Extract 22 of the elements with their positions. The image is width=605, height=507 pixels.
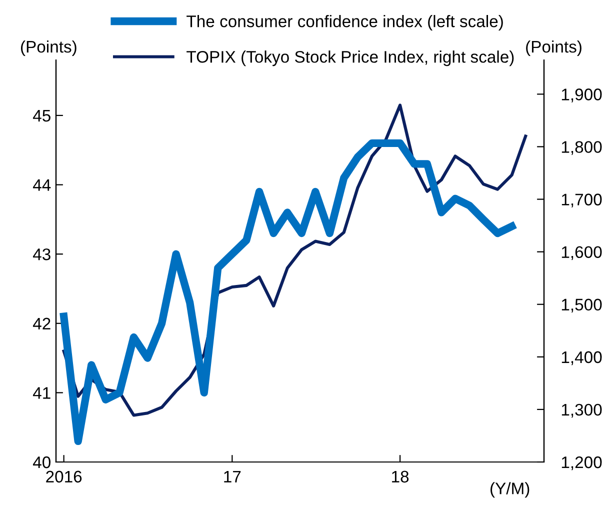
y2-tick-label: 1,300	[562, 404, 602, 418]
y-tick-label: 40	[32, 456, 50, 468]
y2-tick-label: 1,200	[562, 456, 602, 470]
y2-tick-label: 1,900	[562, 88, 602, 102]
y-tick-label: 41	[32, 387, 50, 399]
legend-label: The consumer confidence index (left scale)	[186, 15, 503, 31]
y-tick-label: 42	[32, 318, 50, 330]
y-tick-label: 44	[32, 179, 51, 191]
legend-label: TOPIX (Tokyo Stock Price Index, right scale)	[186, 50, 514, 66]
y2-tick-label: 1,500	[562, 298, 602, 313]
y-axis-title: (Points)	[21, 40, 76, 56]
y-tick-label: 45	[32, 110, 50, 122]
y2-tick-label: 1,600	[562, 246, 602, 260]
x-axis-title: (Y/M)	[490, 482, 530, 498]
x-tick-label: 17	[224, 470, 241, 482]
y2-tick-label: 1,800	[562, 141, 602, 155]
y2-axis-title: (Points)	[526, 40, 582, 56]
x-tick-label: 2016	[46, 470, 82, 483]
y2-tick-label: 1,400	[562, 351, 602, 366]
y-tick-label: 43	[32, 248, 50, 260]
y2-tick-label: 1,700	[562, 194, 602, 208]
x-tick-label: 18	[392, 470, 409, 483]
